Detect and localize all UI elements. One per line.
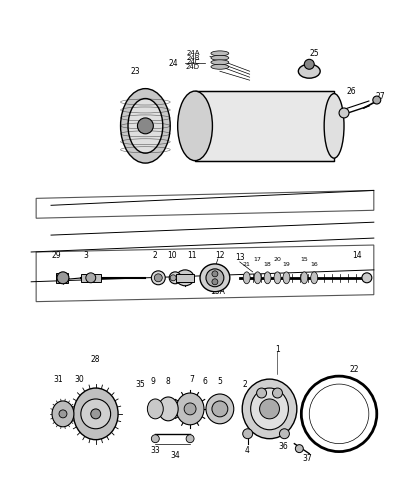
Circle shape: [212, 279, 218, 285]
Circle shape: [304, 60, 314, 70]
Circle shape: [295, 444, 303, 452]
Ellipse shape: [242, 379, 297, 438]
Text: 13: 13: [235, 254, 244, 262]
Text: 37: 37: [303, 454, 312, 463]
Bar: [176, 274, 194, 282]
Ellipse shape: [200, 264, 230, 291]
Text: 26: 26: [346, 86, 356, 96]
Text: 6: 6: [202, 376, 207, 386]
Circle shape: [86, 273, 96, 283]
Circle shape: [257, 388, 267, 398]
Text: 23: 23: [130, 66, 140, 76]
Text: 27: 27: [376, 92, 385, 100]
Circle shape: [186, 434, 194, 442]
Text: 1: 1: [275, 345, 280, 354]
Circle shape: [273, 388, 282, 398]
Text: 36: 36: [279, 442, 288, 451]
Ellipse shape: [283, 272, 290, 284]
Ellipse shape: [211, 64, 229, 70]
Text: 18: 18: [264, 262, 271, 268]
Circle shape: [81, 399, 111, 429]
Ellipse shape: [254, 272, 261, 284]
Text: 9: 9: [151, 376, 156, 386]
Text: 20: 20: [274, 258, 282, 262]
Text: 35: 35: [136, 380, 145, 388]
Text: 13A: 13A: [210, 287, 225, 296]
Text: 22: 22: [349, 364, 359, 374]
Text: 15: 15: [301, 258, 308, 262]
Circle shape: [137, 118, 154, 134]
Ellipse shape: [147, 399, 163, 419]
Circle shape: [339, 108, 349, 118]
Ellipse shape: [176, 393, 204, 425]
Text: 24A: 24A: [187, 50, 200, 56]
Text: 3: 3: [83, 252, 88, 260]
Circle shape: [260, 399, 280, 419]
Text: 16: 16: [310, 262, 318, 268]
Circle shape: [59, 410, 67, 418]
Text: 25: 25: [309, 49, 319, 58]
Text: 24D: 24D: [186, 64, 200, 70]
Text: 5: 5: [217, 376, 222, 386]
Text: 4: 4: [244, 446, 249, 455]
Ellipse shape: [211, 51, 229, 56]
Ellipse shape: [298, 64, 320, 78]
Text: 24C: 24C: [187, 60, 200, 66]
Circle shape: [280, 429, 289, 438]
Text: 21: 21: [243, 262, 250, 268]
Circle shape: [243, 429, 252, 438]
Text: 33: 33: [150, 446, 160, 455]
Text: 12: 12: [215, 252, 225, 260]
Text: 31: 31: [53, 374, 63, 384]
Ellipse shape: [120, 88, 170, 163]
Circle shape: [212, 401, 228, 417]
Ellipse shape: [274, 272, 281, 284]
Ellipse shape: [311, 272, 318, 284]
Text: 2: 2: [153, 252, 158, 260]
Circle shape: [373, 96, 381, 104]
Ellipse shape: [178, 91, 213, 160]
Ellipse shape: [211, 60, 229, 65]
Bar: [81, 274, 101, 282]
Ellipse shape: [243, 272, 250, 284]
Ellipse shape: [158, 397, 178, 421]
Circle shape: [154, 274, 162, 282]
Ellipse shape: [206, 394, 234, 424]
Text: 24B: 24B: [187, 55, 200, 61]
Ellipse shape: [128, 98, 163, 153]
Text: 30: 30: [74, 374, 84, 384]
Circle shape: [57, 272, 69, 284]
Circle shape: [170, 275, 176, 281]
Bar: [56, 273, 68, 283]
Circle shape: [152, 434, 159, 442]
Ellipse shape: [250, 388, 288, 430]
Text: 10: 10: [167, 252, 177, 260]
Ellipse shape: [264, 272, 271, 284]
Text: 14: 14: [352, 252, 362, 260]
Text: 29: 29: [51, 252, 61, 260]
Text: 8: 8: [166, 376, 170, 386]
Text: 19: 19: [282, 262, 290, 268]
Ellipse shape: [169, 272, 181, 284]
Circle shape: [362, 273, 372, 283]
Ellipse shape: [74, 388, 118, 440]
Text: 24: 24: [168, 59, 178, 68]
Circle shape: [184, 403, 196, 415]
Ellipse shape: [176, 270, 194, 286]
Text: 7: 7: [189, 374, 194, 384]
Ellipse shape: [52, 401, 74, 427]
Ellipse shape: [152, 271, 165, 285]
Circle shape: [212, 271, 218, 277]
Bar: [195, 91, 334, 160]
Ellipse shape: [324, 94, 344, 158]
Ellipse shape: [211, 56, 229, 60]
Text: 28: 28: [91, 354, 101, 364]
Circle shape: [91, 409, 101, 419]
Text: 34: 34: [170, 451, 180, 460]
Text: 2: 2: [242, 380, 247, 388]
Text: 11: 11: [187, 252, 197, 260]
Ellipse shape: [301, 272, 308, 284]
Ellipse shape: [206, 269, 224, 286]
Text: 17: 17: [254, 258, 261, 262]
